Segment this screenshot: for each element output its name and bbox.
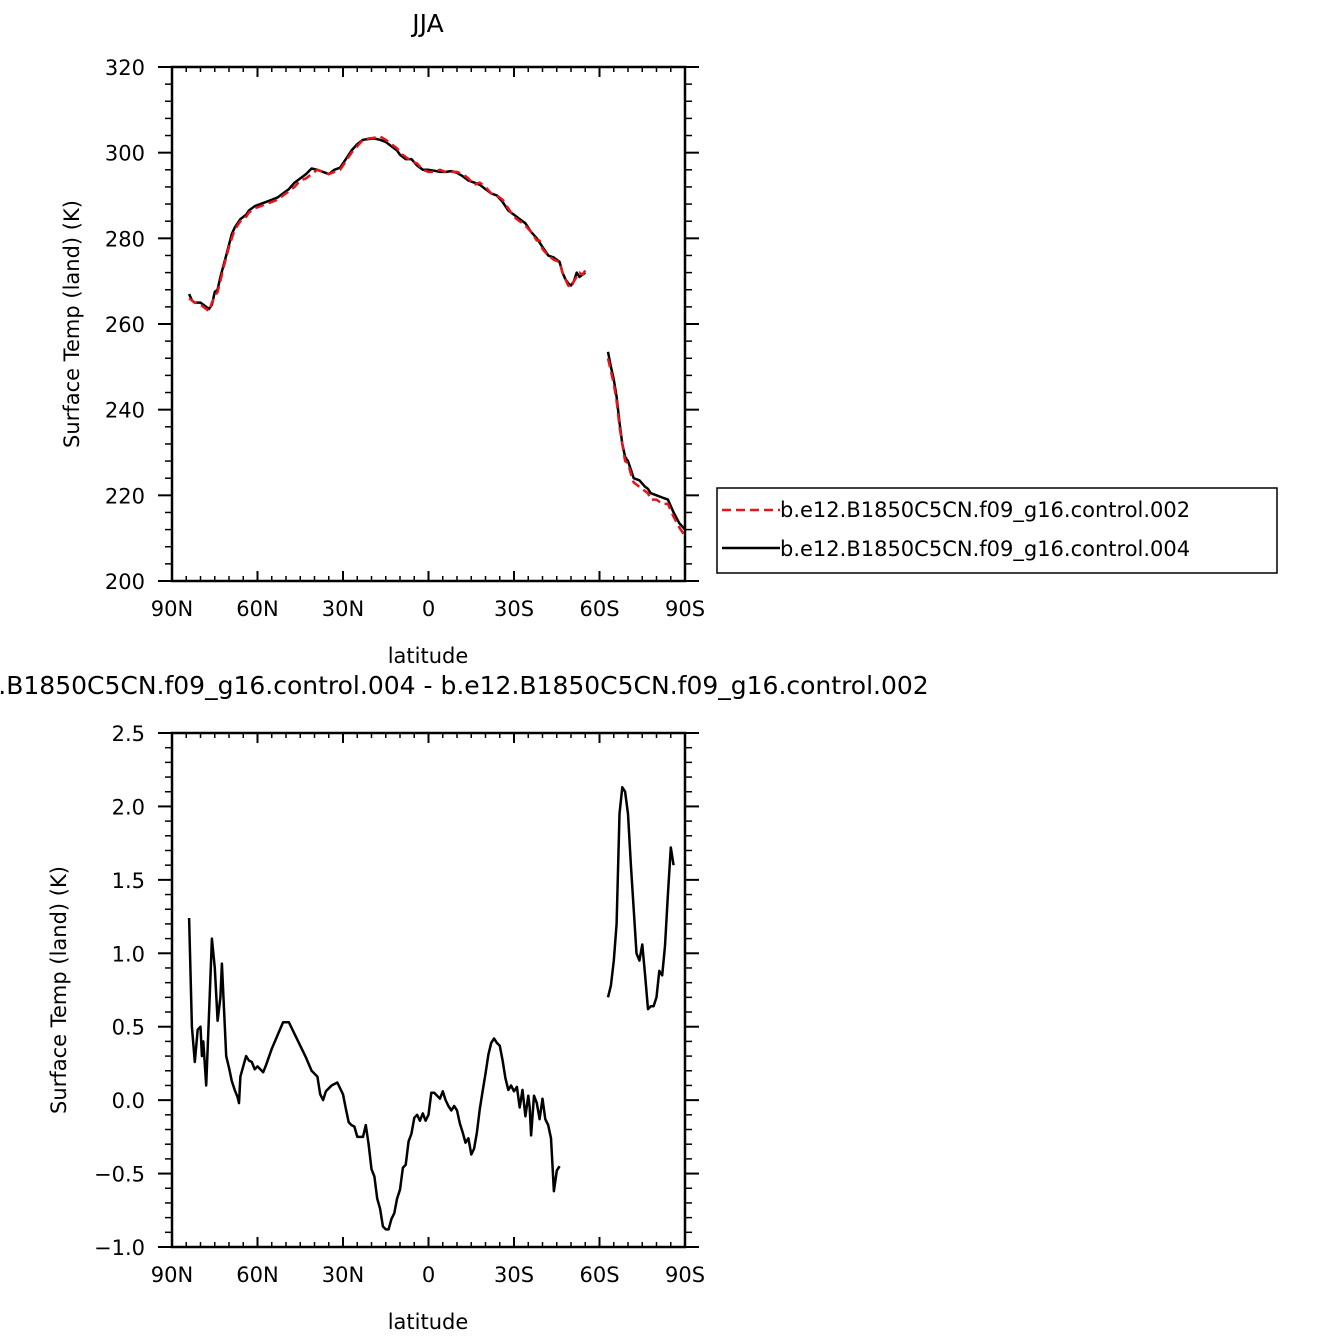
legend-label-004: b.e12.B1850C5CN.f09_g16.control.004 [780,537,1190,562]
bottom-series-line-0 [606,786,675,1011]
bottom-y-tick-label: −1.0 [94,1236,145,1260]
bottom-x-tick-label: 90N [151,1263,193,1287]
bottom-y-tick-label: 0.0 [112,1089,145,1113]
bottom-plot-frame [170,731,687,1249]
top-ticks-layer: 90N 60N 30N 0 30S 60S 90S 200 220 240 260 280 300 320 [105,56,705,621]
top-y-tick-label: 220 [105,484,145,508]
bottom-x-tick-label: 30S [494,1263,534,1287]
bottom-series-line-0 [187,917,561,1231]
bottom-y-tick-label: 2.0 [112,795,145,819]
top-panel: JJA 90N 60N 30N 0 30S 60S 90S 200 220 240 260 280 30… [60,9,705,668]
bottom-plot-title: b.e12.B1850C5CN.f09_g16.control.004 - b.… [0,671,929,700]
top-x-tick-label: 90N [151,597,193,621]
top-plot-title: JJA [410,9,443,38]
top-series-line-0 [606,358,687,537]
top-x-tick-label: 30S [494,597,534,621]
top-series-layer [187,135,687,537]
top-x-tick-label: 60S [579,597,619,621]
bottom-y-tick-label: 2.5 [112,722,145,746]
bottom-y-tick-label: −0.5 [94,1163,145,1187]
top-series-line-1 [606,351,686,531]
top-y-tick-label: 200 [105,570,145,594]
bottom-panel: b.e12.B1850C5CN.f09_g16.control.004 - b.… [0,671,929,1334]
top-y-tick-label: 300 [105,142,145,166]
bottom-x-axis-title: latitude [388,1310,469,1334]
bottom-x-tick-label: 60S [579,1263,619,1287]
top-y-tick-label: 320 [105,56,145,80]
bottom-y-tick-label: 1.5 [112,869,145,893]
top-series-line-1 [187,137,587,311]
top-y-axis-title: Surface Temp (land) (K) [60,200,84,448]
bottom-x-tick-label: 30N [322,1263,364,1287]
legend-box [716,487,1278,574]
bottom-series-layer [187,786,675,1231]
top-x-tick-label: 90S [665,597,705,621]
top-plot-frame [170,65,687,583]
top-x-axis-title: latitude [388,644,469,668]
legend: b.e12.B1850C5CN.f09_g16.control.002 b.e1… [716,487,1278,574]
bottom-x-tick-label: 60N [236,1263,278,1287]
bottom-y-axis-title: Surface Temp (land) (K) [47,866,71,1114]
top-x-tick-label: 0 [422,597,435,621]
top-y-tick-label: 240 [105,399,145,423]
bottom-y-tick-label: 1.0 [112,942,145,966]
top-y-tick-label: 280 [105,227,145,251]
top-series-line-0 [188,135,587,313]
bottom-x-tick-label: 0 [422,1263,435,1287]
bottom-x-tick-label: 90S [665,1263,705,1287]
bottom-y-tick-label: 0.5 [112,1016,145,1040]
top-x-tick-label: 30N [322,597,364,621]
top-x-tick-label: 60N [236,597,278,621]
top-y-tick-label: 260 [105,313,145,337]
bottom-ticks-layer: 90N 60N 30N 0 30S 60S 90S −1.0 −0.5 0.0 0.5 1.0 1.5 2… [94,722,705,1287]
legend-label-002: b.e12.B1850C5CN.f09_g16.control.002 [780,498,1190,523]
